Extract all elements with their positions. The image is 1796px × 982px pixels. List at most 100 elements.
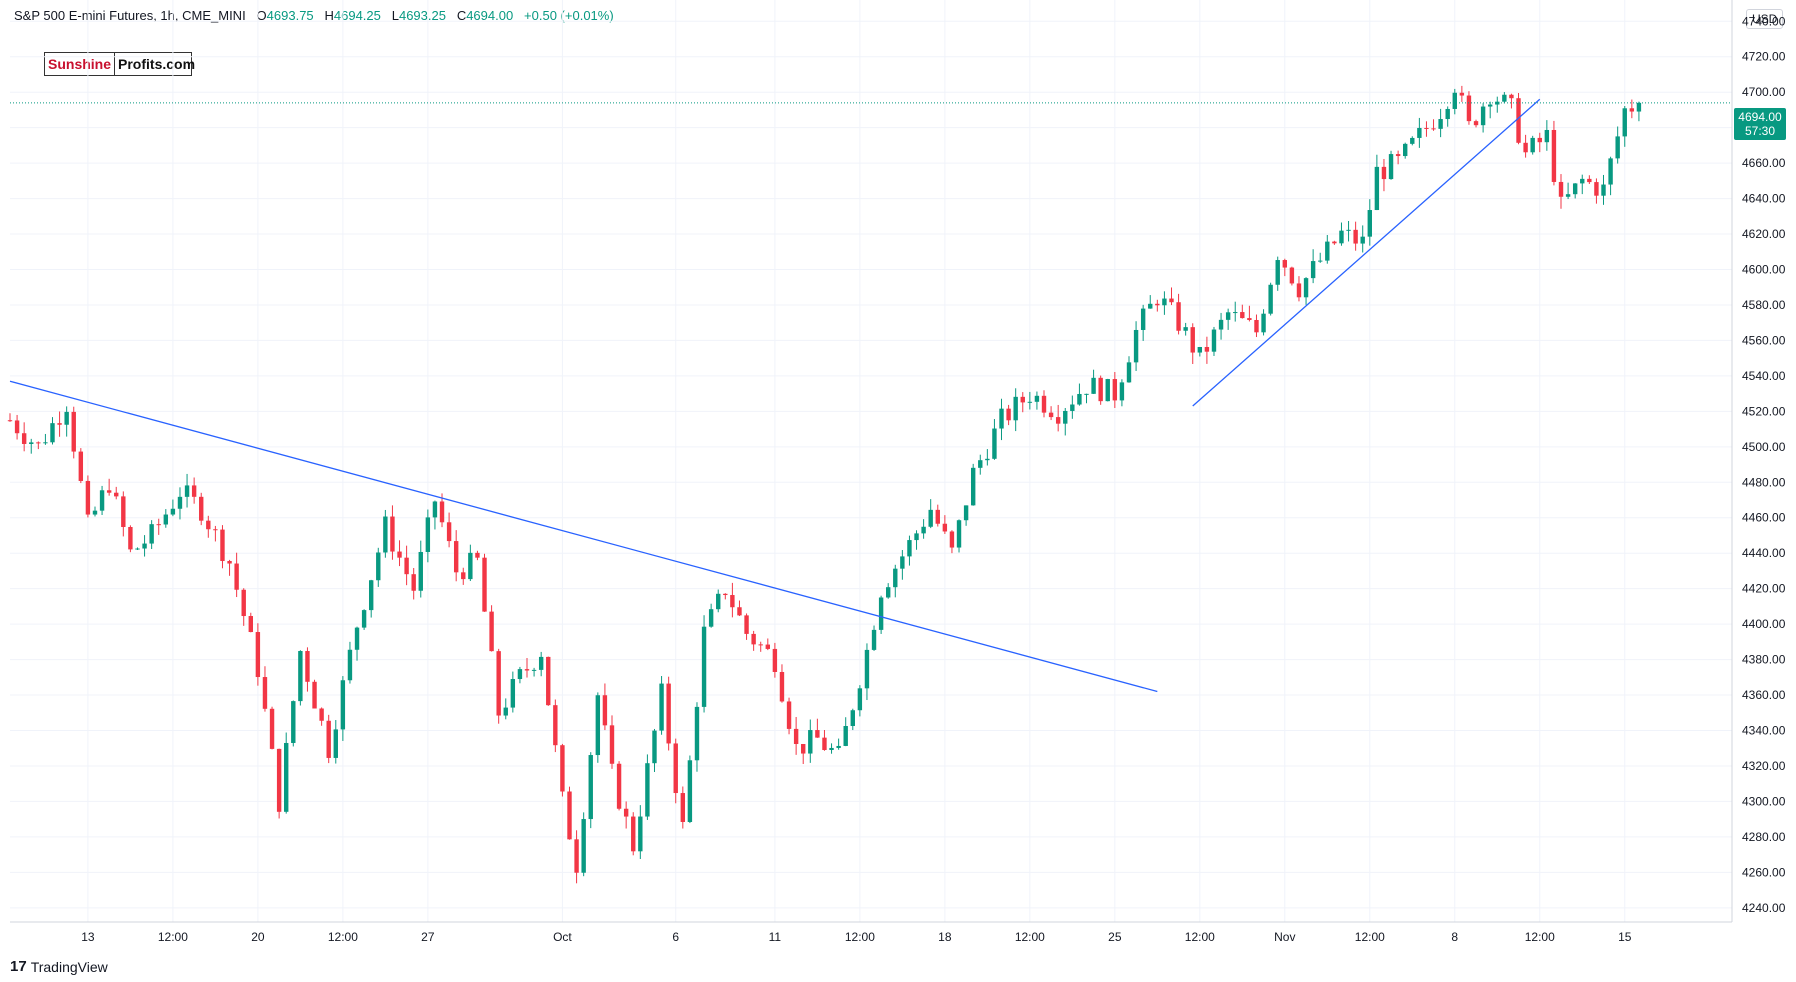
candle-body (1275, 260, 1280, 285)
candle-body (517, 669, 523, 680)
candle (687, 755, 693, 824)
candle (956, 519, 962, 553)
candle (822, 729, 827, 751)
price-tick-label: 4480.00 (1742, 475, 1786, 489)
candle (284, 732, 289, 814)
candle (1487, 101, 1493, 119)
candles (7, 85, 1642, 884)
candle (1091, 369, 1096, 394)
candle (595, 692, 601, 763)
candle-body (779, 671, 785, 702)
candle-body (78, 451, 84, 481)
candle (1495, 96, 1500, 113)
tradingview-logo[interactable]: 17 TradingView (10, 958, 108, 975)
candle-body (50, 423, 55, 443)
candle (1537, 132, 1542, 153)
candle-body (567, 791, 572, 840)
candle (567, 786, 572, 840)
candle (1459, 85, 1465, 102)
candle-body (1629, 108, 1635, 112)
candle-body (786, 701, 792, 729)
candle (1140, 304, 1146, 341)
candle (978, 454, 983, 475)
candle (560, 743, 565, 797)
candle-body (602, 695, 608, 726)
candle (1211, 326, 1217, 356)
price-tick-label: 4340.00 (1742, 724, 1786, 738)
candle (57, 411, 62, 437)
candle (1530, 135, 1535, 155)
candle-body (1211, 329, 1217, 352)
candle (1473, 119, 1479, 128)
candle (106, 478, 112, 496)
candle-body (659, 683, 664, 731)
candle (1325, 235, 1330, 264)
candle (935, 504, 940, 527)
candle-body (956, 520, 962, 548)
candle (1119, 379, 1125, 407)
candle-body (1013, 396, 1018, 421)
candle-body (751, 633, 756, 645)
candle (1006, 404, 1011, 426)
candle (128, 525, 133, 553)
candle-body (935, 509, 940, 524)
currency-button[interactable]: USD (1746, 9, 1784, 29)
candle-body (1381, 166, 1387, 180)
candle-body (496, 651, 501, 716)
candle-body (829, 747, 834, 751)
high-label: H (324, 8, 334, 23)
candle-body (1204, 346, 1210, 352)
candle-body (893, 568, 898, 588)
candle-body (1325, 241, 1330, 261)
candle-body (623, 808, 629, 817)
candle-body (900, 556, 905, 569)
candle (1034, 391, 1040, 410)
candle-body (1410, 137, 1415, 144)
candle (1020, 392, 1025, 413)
candle (1424, 121, 1429, 137)
candle (191, 477, 197, 504)
last-price-value: 4694.00 (1738, 110, 1782, 124)
candle (985, 449, 990, 466)
candle-body (135, 548, 140, 550)
candle-body (1247, 318, 1252, 320)
candle-body (1580, 178, 1585, 184)
candle-body (461, 572, 466, 580)
candle-body (361, 610, 367, 628)
candle-body (730, 595, 735, 608)
candle-body (383, 516, 388, 553)
candle-body (390, 516, 395, 552)
candle-body (191, 485, 197, 497)
candle (510, 671, 516, 713)
candle-body (1594, 182, 1599, 196)
price-tick-label: 4600.00 (1742, 263, 1786, 277)
candle (1388, 150, 1394, 180)
candle-body (1233, 312, 1238, 314)
candle-body (595, 695, 601, 756)
candle (156, 518, 161, 535)
candle-body (57, 423, 62, 425)
candle (574, 830, 579, 884)
time-tick-label: 6 (672, 930, 679, 944)
candle-body (1261, 313, 1266, 333)
price-tick-label: 4740.00 (1742, 14, 1786, 28)
candle (1310, 249, 1316, 284)
candle (1240, 304, 1245, 319)
candle-body (638, 816, 643, 852)
candle-body (7, 420, 13, 422)
candle-body (836, 745, 841, 748)
candle-body (425, 517, 431, 552)
candle (220, 525, 225, 569)
candle-body (1431, 128, 1436, 130)
low-label: L (391, 8, 399, 23)
candle-body (1395, 154, 1401, 157)
candle-body (1282, 260, 1288, 268)
candle-body (1169, 298, 1174, 303)
candle (368, 579, 374, 618)
candle-body (701, 626, 707, 707)
candle (1233, 301, 1238, 322)
candle-body (404, 557, 409, 575)
candle (694, 702, 700, 772)
tradingview-brand: TradingView (30, 958, 108, 975)
